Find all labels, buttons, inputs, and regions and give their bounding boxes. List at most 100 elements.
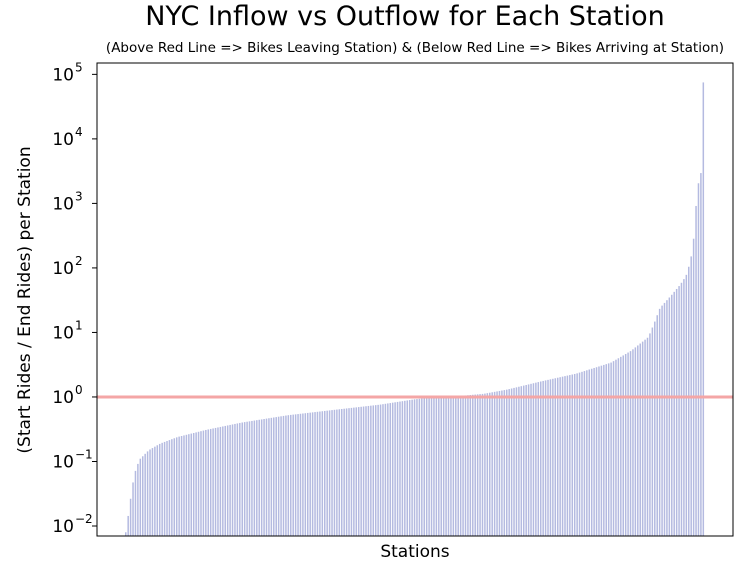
station-bar — [525, 384, 527, 536]
station-bar — [544, 380, 547, 536]
station-bar — [462, 395, 464, 536]
station-bar — [685, 274, 688, 536]
station-bar — [700, 173, 702, 536]
station-bar — [391, 402, 394, 536]
station-bar — [578, 372, 581, 536]
station-bar — [661, 305, 663, 536]
station-bar — [472, 394, 474, 536]
station-bar — [680, 282, 683, 536]
station-bar — [697, 183, 700, 536]
station-bar — [370, 405, 372, 536]
station-bar — [506, 389, 508, 536]
station-bar — [442, 396, 445, 536]
y-tick-exponent: −1 — [75, 447, 93, 461]
y-tick-exponent: 2 — [75, 254, 83, 268]
station-bar — [207, 429, 210, 536]
station-bar — [683, 279, 685, 536]
station-bar — [185, 434, 188, 536]
station-bar — [134, 470, 137, 536]
station-bar — [202, 430, 205, 536]
plot-frame — [96, 62, 734, 537]
station-bar — [532, 383, 535, 536]
station-bar — [180, 436, 183, 536]
y-tick-exponent: 4 — [75, 125, 83, 139]
station-bar — [408, 400, 411, 536]
station-bar — [297, 414, 299, 536]
station-bar — [666, 300, 668, 536]
station-bar — [634, 347, 637, 536]
station-bar — [231, 424, 234, 536]
station-bar — [476, 394, 479, 536]
station-bar — [527, 384, 530, 536]
y-tick-exponent: 5 — [75, 60, 83, 74]
station-bar — [324, 410, 326, 536]
station-bar — [464, 395, 467, 536]
station-bar — [355, 407, 358, 536]
station-bar — [263, 419, 265, 536]
station-bar — [224, 425, 226, 536]
station-bar — [598, 366, 600, 536]
station-bar — [234, 423, 236, 536]
station-bar — [256, 420, 258, 536]
station-bar — [566, 375, 569, 536]
station-bar — [151, 448, 154, 536]
station-bar — [268, 418, 270, 536]
station-bar — [175, 437, 178, 536]
station-bar — [389, 403, 392, 536]
y-tick-exponent: 3 — [75, 189, 83, 203]
station-bar — [348, 408, 350, 536]
station-bar — [377, 404, 379, 536]
station-bar — [632, 349, 634, 536]
station-bar — [559, 377, 561, 536]
station-bar — [576, 373, 578, 536]
station-bar — [326, 410, 328, 536]
station-bar — [491, 392, 493, 536]
station-bar — [154, 446, 156, 536]
station-bar — [171, 439, 173, 536]
station-bar — [319, 411, 321, 536]
station-bar — [467, 395, 469, 536]
station-bar — [226, 425, 229, 536]
station-bar — [168, 440, 171, 536]
station-bar — [702, 82, 705, 537]
station-bar — [248, 421, 251, 536]
station-bar — [365, 406, 367, 536]
station-bar — [384, 403, 387, 536]
station-bar — [292, 414, 294, 536]
station-bar — [615, 359, 617, 536]
station-bar — [280, 416, 282, 536]
station-bar — [416, 399, 418, 536]
station-bar — [515, 387, 518, 536]
station-bar — [539, 381, 542, 536]
station-bar — [654, 321, 656, 536]
station-bar — [646, 337, 649, 536]
station-bar — [695, 205, 697, 536]
station-bar — [637, 345, 639, 536]
station-bar — [166, 441, 168, 536]
station-bar — [590, 368, 593, 536]
station-bar — [374, 405, 377, 536]
y-tick-label: 10 — [52, 194, 74, 214]
station-bar — [583, 371, 586, 536]
station-bar — [435, 397, 438, 536]
station-bar — [493, 391, 496, 536]
y-tick-exponent: 1 — [75, 318, 83, 332]
y-tick-exponent: 0 — [75, 383, 83, 397]
station-bar — [270, 417, 273, 536]
station-bar — [173, 438, 176, 536]
station-bar — [243, 422, 246, 536]
station-bar — [593, 367, 595, 536]
station-bar — [522, 385, 525, 536]
station-bar — [644, 339, 646, 536]
station-bar — [425, 398, 428, 536]
station-bar — [411, 399, 413, 536]
station-bar — [561, 376, 564, 536]
station-bar — [132, 482, 134, 536]
station-bar — [350, 407, 353, 536]
station-bar — [141, 456, 144, 536]
station-bar — [139, 458, 142, 536]
station-bar — [282, 415, 285, 536]
station-bar — [518, 386, 520, 536]
chart-subtitle: (Above Red Line => Bikes Leaving Station… — [106, 40, 724, 56]
